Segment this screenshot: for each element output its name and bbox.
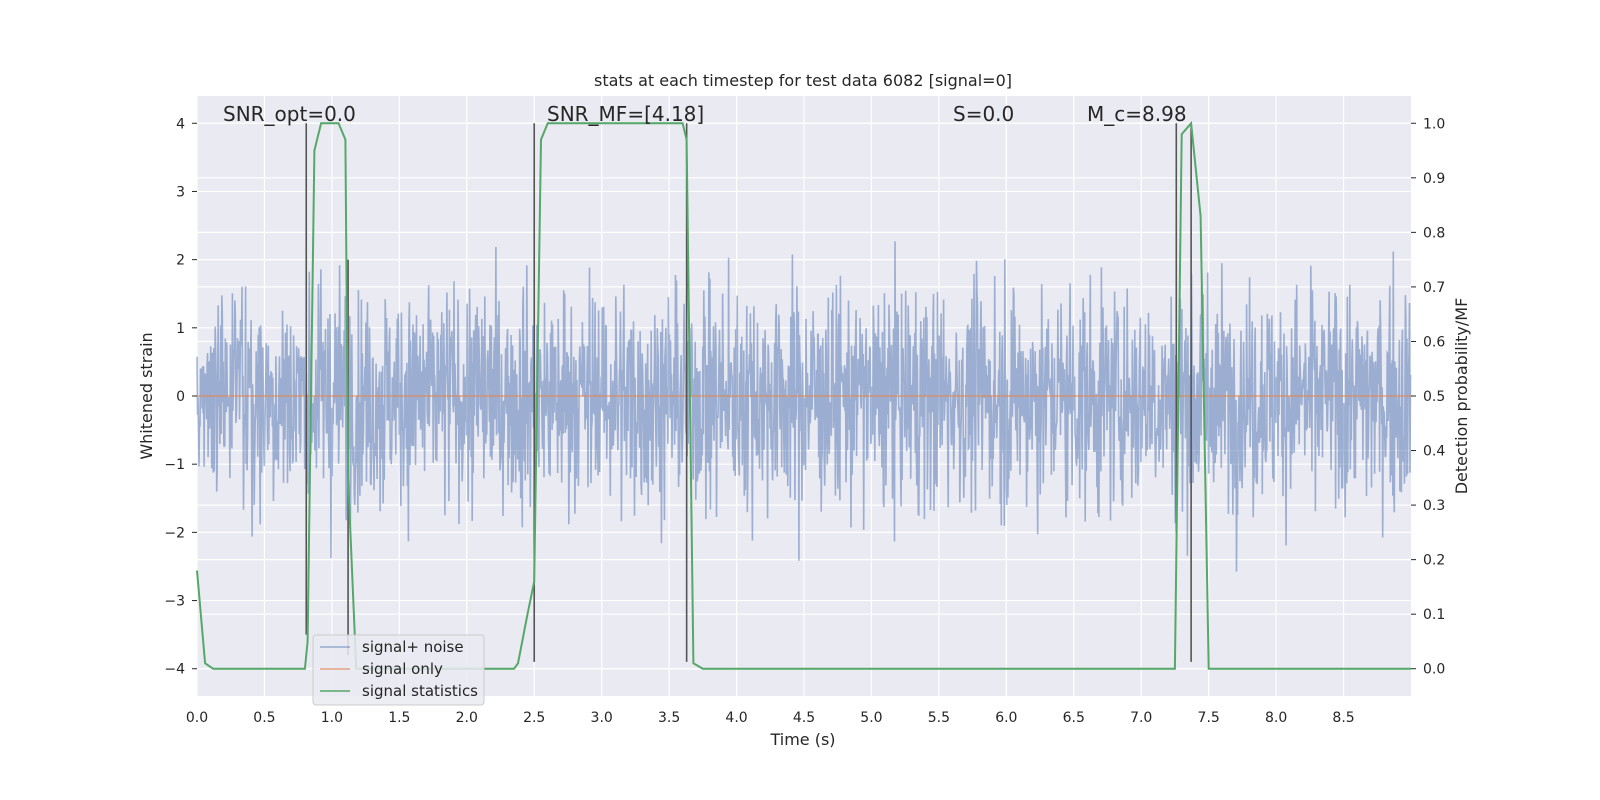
chart-title: stats at each timestep for test data 608… [594, 71, 1012, 90]
x-tick-label: 5.5 [928, 710, 950, 726]
y2-tick-label: 0.2 [1423, 553, 1445, 569]
annotation-snr-mf: SNR_MF=[4.18] [547, 102, 704, 126]
plot-area [196, 96, 1412, 696]
y2-tick-label: 1.0 [1423, 116, 1445, 132]
y-tick-label: 3 [176, 184, 185, 200]
y2-tick-label: 0.4 [1423, 444, 1445, 460]
x-tick-label: 4.0 [725, 710, 747, 726]
y-tick-label: −4 [164, 662, 185, 678]
x-axis-ticks: 0.0 0.5 1.0 1.5 2.0 2.5 3.0 3.5 4.0 4.5 5.0 5.5 6.0 6… [186, 710, 1355, 726]
legend-label-signal-plus-noise: signal+ noise [362, 638, 464, 656]
annotation-mc: M_c=8.98 [1087, 102, 1187, 126]
legend: signal+ noise signal only signal statist… [312, 634, 485, 706]
x-tick-label: 5.0 [860, 710, 882, 726]
x-tick-label: 0.5 [253, 710, 275, 726]
x-axis-label: Time (s) [769, 730, 835, 749]
x-tick-label: 6.0 [995, 710, 1017, 726]
annotation-snr-opt: SNR_opt=0.0 [223, 102, 356, 126]
legend-label-signal-statistics: signal statistics [362, 682, 478, 700]
x-tick-label: 8.0 [1265, 710, 1287, 726]
y-tick-label: −2 [164, 525, 185, 541]
annotation-s: S=0.0 [953, 102, 1014, 126]
legend-label-signal-only: signal only [362, 660, 443, 678]
x-tick-label: 7.5 [1198, 710, 1220, 726]
x-tick-label: 3.5 [658, 710, 680, 726]
x-tick-label: 2.5 [523, 710, 545, 726]
y2-tick-label: 0.3 [1423, 498, 1445, 514]
x-tick-label: 4.5 [793, 710, 815, 726]
signal-plus-noise-line [196, 241, 1412, 572]
x-tick-label: 6.5 [1063, 710, 1085, 726]
y-tick-label: 0 [176, 389, 185, 405]
x-tick-label: 1.5 [388, 710, 410, 726]
x-tick-label: 8.5 [1332, 710, 1354, 726]
x-tick-label: 3.0 [591, 710, 613, 726]
legend-box [312, 634, 485, 706]
y2-tick-label: 0.6 [1423, 334, 1445, 350]
x-tick-label: 1.0 [321, 710, 343, 726]
y2-tick-label: 0.0 [1423, 662, 1445, 678]
y2-tick-label: 0.8 [1423, 225, 1445, 241]
y2-axis-label: Detection probability/MF [1452, 298, 1471, 495]
x-tick-label: 0.0 [186, 710, 208, 726]
series-signal-statistics [196, 120, 1411, 670]
y-tick-label: 1 [176, 321, 185, 337]
y2-tick-label: 0.9 [1423, 171, 1445, 187]
x-tick-label: 2.0 [456, 710, 478, 726]
y2-tick-label: 0.1 [1423, 607, 1445, 623]
y-tick-label: −3 [164, 594, 185, 610]
y-tick-label: −1 [164, 457, 185, 473]
series-signal-plus-noise [196, 241, 1412, 572]
y-axis-ticks: 4 3 2 1 0 −1 −2 −3 −4 [164, 116, 197, 678]
x-tick-label: 7.0 [1130, 710, 1152, 726]
y2-tick-label: 0.7 [1423, 280, 1445, 296]
y-tick-label: 2 [176, 253, 185, 269]
y-axis-label: Whitened strain [137, 332, 156, 459]
y2-axis-ticks: 1.0 0.9 0.8 0.7 0.6 0.5 0.4 0.3 0.2 0.1 0.0 [1411, 116, 1445, 678]
annotations: SNR_opt=0.0 SNR_MF=[4.18] S=0.0 M_c=8.98 [223, 102, 1187, 126]
y-tick-label: 4 [176, 116, 185, 132]
y2-tick-label: 0.5 [1423, 389, 1445, 405]
signal-statistics-line [196, 120, 1411, 670]
